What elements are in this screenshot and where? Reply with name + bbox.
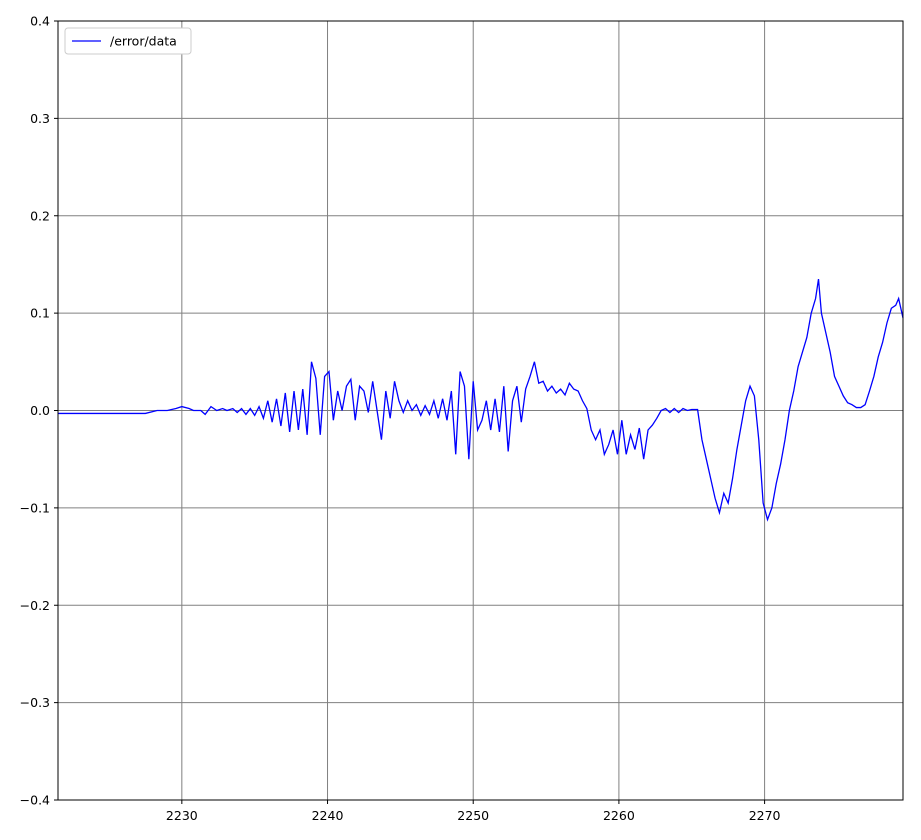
y-tick-label: 0.2 — [30, 208, 50, 223]
y-axis-ticks: −0.4 −0.3 −0.2 −0.1 0.0 0.1 0.2 0.3 0.4 — [20, 14, 58, 808]
series-error-data-line — [58, 278, 904, 522]
x-tick-label: 2230 — [166, 808, 198, 823]
y-tick-label: −0.1 — [20, 500, 50, 515]
x-tick-label: 2270 — [749, 808, 781, 823]
legend-label-error-data: /error/data — [110, 34, 177, 49]
y-tick-label: −0.2 — [20, 598, 50, 613]
y-tick-label: 0.3 — [30, 111, 50, 126]
x-tick-label: 2260 — [603, 808, 635, 823]
x-tick-label: 2250 — [457, 808, 489, 823]
x-axis-ticks: 2230 2240 2250 2260 2270 — [166, 800, 781, 823]
y-tick-label: 0.1 — [30, 306, 50, 321]
y-tick-label: −0.3 — [20, 695, 50, 710]
x-tick-label: 2240 — [312, 808, 344, 823]
y-tick-label: 0.4 — [30, 14, 50, 29]
y-tick-label: −0.4 — [20, 793, 50, 808]
legend-box — [64, 27, 192, 55]
y-tick-label: 0.0 — [30, 403, 50, 418]
legend: /error/data — [64, 27, 192, 55]
